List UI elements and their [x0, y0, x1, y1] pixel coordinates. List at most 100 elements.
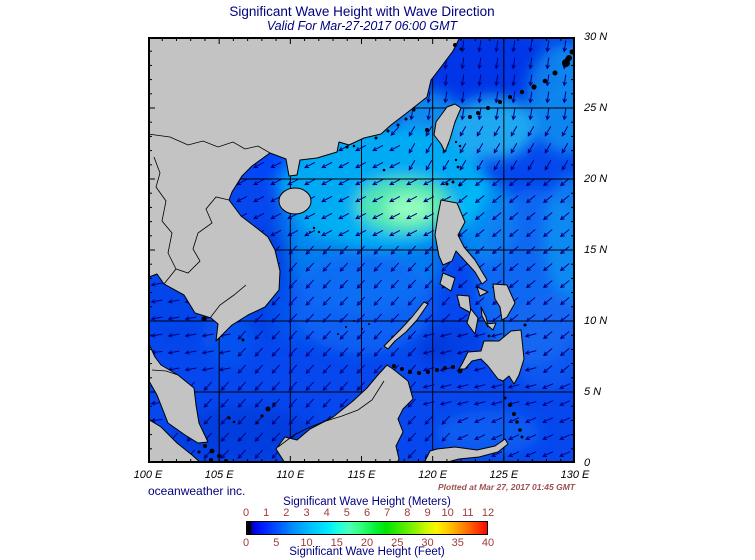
lat-label-15: 15 N	[584, 244, 608, 256]
legend-tick: 1	[263, 507, 270, 519]
small-island	[396, 123, 400, 127]
lat-label-20: 20 N	[584, 173, 608, 185]
small-island	[353, 320, 355, 322]
small-island	[392, 364, 396, 368]
land-samar-leyte	[492, 283, 516, 321]
small-island	[232, 420, 236, 424]
small-island	[265, 406, 271, 412]
colorbar-gradient	[246, 521, 488, 535]
small-island	[454, 158, 458, 162]
lon-label-100: 100 E	[133, 469, 163, 481]
small-island	[404, 117, 408, 121]
land-sulawesi	[423, 438, 509, 463]
country-border	[209, 284, 247, 319]
country-border	[148, 133, 271, 154]
small-island	[454, 140, 458, 144]
lat-label-30: 30 N	[584, 31, 608, 43]
legend-tick: 8	[404, 507, 411, 519]
small-island	[255, 421, 259, 425]
land-mindanao	[458, 329, 525, 385]
legend-tick: 3	[303, 507, 310, 519]
legend-tick: 35	[451, 537, 464, 549]
legend-tick: 0	[242, 537, 250, 549]
small-island	[512, 412, 516, 416]
legend-tick: 9	[424, 507, 431, 519]
lon-label-115: 115 E	[347, 469, 376, 481]
small-island	[382, 168, 386, 172]
land-luzon	[434, 199, 488, 285]
land-hainan	[278, 187, 312, 215]
land-malay-peninsula	[148, 341, 209, 444]
small-island	[408, 370, 412, 374]
wave-map	[148, 37, 575, 463]
legend-tick: 15	[330, 537, 343, 549]
small-island	[498, 100, 502, 104]
legend-tick: 5	[273, 537, 280, 549]
legend-tick: 25	[391, 537, 404, 549]
lat-label-5: 5 N	[584, 386, 602, 398]
land-asia-mainland	[148, 37, 461, 342]
lon-label-110: 110 E	[276, 469, 305, 481]
legend-title-feet: Significant Wave Height (Feet)	[289, 546, 445, 558]
small-island	[386, 129, 390, 133]
credit-text: oceanweather inc.	[148, 484, 246, 498]
legend-tick: 12	[481, 507, 495, 519]
small-island	[374, 136, 378, 140]
small-island	[459, 47, 463, 51]
country-border	[277, 380, 385, 448]
small-island	[400, 367, 404, 371]
small-island	[518, 428, 522, 432]
lat-label-25: 25 N	[584, 102, 608, 114]
wave-direction-arrows	[457, 178, 570, 374]
small-island	[523, 323, 527, 327]
lat-label-0: 0	[584, 457, 591, 469]
land-palawan	[383, 301, 429, 350]
small-island	[241, 338, 245, 342]
small-island	[486, 106, 490, 110]
map-frame	[148, 37, 575, 463]
small-island	[456, 165, 460, 169]
small-island	[476, 111, 480, 115]
land-masbate	[476, 286, 489, 297]
legend-tick: 10	[300, 537, 313, 549]
land-bohol	[485, 322, 497, 331]
plotted-timestamp: Plotted at Mar 27, 2017 01:45 GMT	[438, 482, 575, 492]
small-island	[426, 370, 430, 374]
small-island	[453, 43, 457, 47]
country-border	[153, 156, 177, 270]
small-island	[309, 231, 311, 233]
small-island	[312, 226, 316, 230]
small-island	[425, 128, 429, 132]
legend-tick: 10	[441, 507, 454, 519]
legend-tick: 5	[343, 507, 350, 519]
small-island	[503, 396, 507, 400]
small-island	[435, 368, 439, 372]
legend-tick: 30	[421, 537, 434, 549]
chart-title: Significant Wave Height with Wave Direct…	[229, 4, 495, 19]
wave-direction-arrows	[408, 125, 569, 171]
chart-valid-time: Valid For Mar-27-2017 06:00 GMT	[266, 19, 458, 33]
small-island	[201, 316, 207, 322]
small-island	[451, 365, 455, 369]
small-island	[457, 368, 463, 374]
legend-tick: 6	[363, 507, 371, 519]
small-island	[368, 323, 370, 325]
small-island	[227, 416, 231, 420]
small-island	[337, 333, 339, 335]
small-island	[508, 403, 512, 407]
small-island	[458, 144, 462, 148]
small-island	[566, 55, 572, 61]
small-island	[542, 78, 548, 84]
legend-tick: 20	[360, 537, 374, 549]
small-island	[361, 328, 363, 330]
legend-tick: 40	[481, 537, 495, 549]
small-island	[519, 89, 525, 95]
small-island	[345, 145, 349, 149]
lon-label-130: 130 E	[560, 469, 590, 481]
small-island	[345, 326, 347, 328]
small-island	[508, 95, 512, 99]
small-island	[412, 108, 416, 112]
small-island	[260, 414, 264, 418]
land-negros	[466, 308, 479, 335]
